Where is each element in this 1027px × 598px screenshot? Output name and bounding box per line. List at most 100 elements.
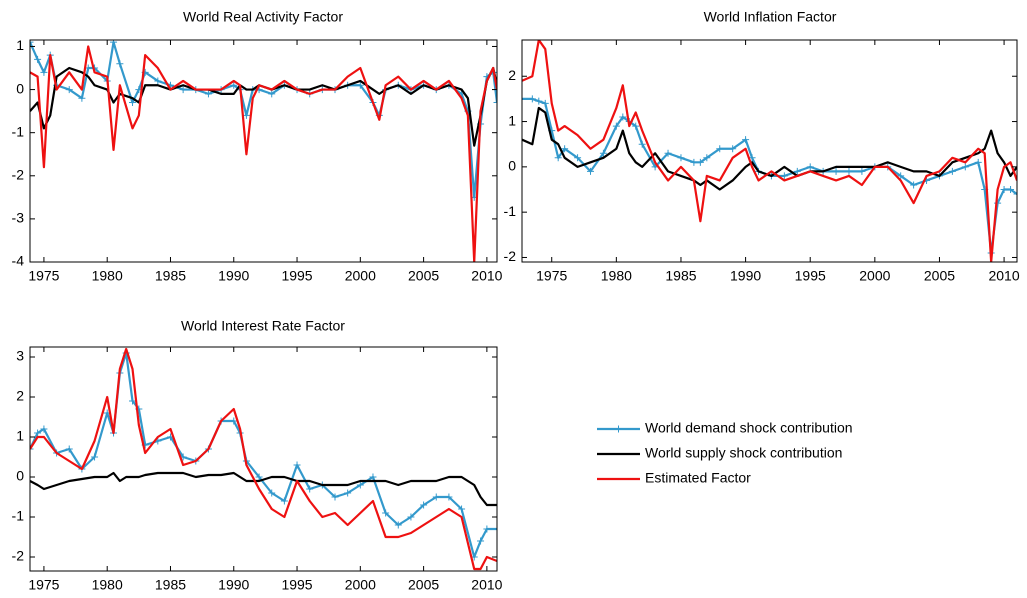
series-line	[30, 66, 497, 147]
x-tick-label: 1985	[155, 577, 186, 593]
x-tick-label: 1990	[730, 268, 761, 284]
point-marker	[445, 493, 453, 501]
plot-area	[30, 347, 497, 571]
y-tick-label: -2	[504, 248, 517, 264]
point-marker	[632, 122, 640, 130]
point-marker	[612, 122, 620, 130]
point-marker	[129, 99, 137, 107]
point-marker	[696, 158, 704, 166]
plot-area	[522, 40, 1017, 262]
point-marker	[522, 95, 526, 103]
point-marker	[344, 489, 352, 497]
point-marker	[30, 445, 34, 453]
point-marker	[541, 99, 549, 107]
point-marker	[280, 497, 288, 505]
x-tick-label: 1990	[218, 577, 249, 593]
point-marker	[1013, 190, 1017, 198]
point-marker	[407, 513, 415, 521]
chart-title: World Real Activity Factor	[183, 9, 343, 25]
legend-label: Estimated Factor	[645, 470, 751, 486]
point-marker	[382, 509, 390, 517]
point-marker	[356, 81, 364, 89]
point-marker	[230, 417, 238, 425]
point-marker	[742, 136, 750, 144]
point-marker	[293, 461, 301, 469]
y-tick-label: -1	[12, 123, 25, 139]
axes-box	[29, 39, 498, 263]
point-marker	[420, 501, 428, 509]
point-marker	[574, 154, 582, 162]
y-tick-label: 0	[16, 468, 24, 484]
x-tick-label: 1980	[92, 268, 123, 284]
point-marker	[204, 90, 212, 98]
y-tick-label: 2	[508, 67, 516, 83]
plot-area	[30, 40, 497, 262]
point-marker	[458, 505, 466, 513]
chart-title: World Interest Rate Factor	[181, 318, 345, 334]
point-marker	[40, 68, 48, 76]
point-marker	[832, 167, 840, 175]
x-tick-label: 2005	[408, 268, 439, 284]
point-marker	[1007, 186, 1015, 194]
x-tick-label: 2010	[988, 268, 1019, 284]
y-tick-label: -2	[12, 166, 25, 182]
x-tick-label: 1975	[28, 268, 59, 284]
point-marker	[432, 493, 440, 501]
y-tick-label: 1	[508, 112, 516, 128]
point-marker	[599, 149, 607, 157]
point-marker	[619, 113, 627, 121]
x-tick-label: 1985	[155, 268, 186, 284]
y-tick-label: -4	[12, 253, 25, 269]
point-marker	[948, 167, 956, 175]
point-marker	[369, 473, 377, 481]
point-marker	[268, 489, 276, 497]
point-marker	[897, 172, 905, 180]
point-marker	[716, 145, 724, 153]
x-tick-label: 1990	[218, 268, 249, 284]
point-marker	[554, 154, 562, 162]
point-marker	[91, 453, 99, 461]
chart-title: World Inflation Factor	[704, 9, 837, 25]
point-marker	[116, 60, 124, 68]
point-marker	[858, 167, 866, 175]
x-tick-label: 2010	[471, 268, 502, 284]
x-tick-label: 1995	[281, 577, 312, 593]
point-marker	[677, 154, 685, 162]
y-tick-label: 0	[508, 158, 516, 174]
point-marker	[306, 485, 314, 493]
point-marker	[129, 397, 137, 405]
x-tick-label: 1995	[795, 268, 826, 284]
series-line	[522, 40, 1017, 262]
point-marker	[561, 145, 569, 153]
y-tick-label: -1	[12, 508, 25, 524]
y-tick-label: -2	[12, 548, 25, 564]
series-line	[30, 347, 497, 571]
series-line	[30, 45, 497, 262]
y-tick-label: 2	[16, 388, 24, 404]
x-tick-label: 2000	[859, 268, 890, 284]
x-tick-label: 2005	[924, 268, 955, 284]
x-tick-label: 1980	[601, 268, 632, 284]
axes-box	[29, 346, 498, 572]
x-tick-label: 2005	[408, 577, 439, 593]
series-line	[522, 106, 1017, 191]
point-marker	[493, 525, 497, 533]
y-tick-label: 1	[16, 428, 24, 444]
point-marker	[255, 473, 263, 481]
point-marker	[703, 154, 711, 162]
legend-label: World demand shock contribution	[645, 420, 853, 436]
point-marker	[806, 163, 814, 171]
axes-box	[521, 39, 1018, 263]
point-marker	[638, 140, 646, 148]
x-tick-label: 2000	[345, 577, 376, 593]
legend-label: World supply shock contribution	[645, 445, 842, 461]
point-marker	[690, 158, 698, 166]
x-tick-label: 1975	[28, 577, 59, 593]
point-marker	[974, 158, 982, 166]
point-marker	[356, 481, 364, 489]
x-tick-label: 2010	[471, 577, 502, 593]
y-tick-label: -1	[504, 203, 517, 219]
point-marker	[242, 111, 250, 119]
point-marker	[483, 525, 491, 533]
